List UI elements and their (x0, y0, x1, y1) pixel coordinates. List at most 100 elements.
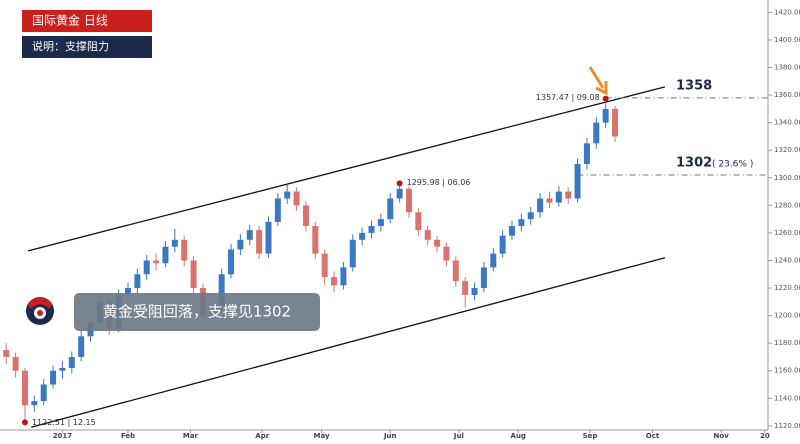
y-tick-label: 1420.00 (774, 8, 800, 16)
candle-body (490, 253, 497, 268)
level-label: 1302 (676, 156, 712, 171)
callout-box (74, 293, 320, 331)
trend-line (27, 86, 666, 252)
candle-body (509, 226, 515, 236)
candle-body (68, 356, 75, 368)
candle-body (274, 198, 281, 222)
candle-body (593, 122, 600, 144)
candle-body (265, 221, 272, 254)
candle-body (134, 274, 141, 289)
y-tick-label: 1200.00 (774, 312, 800, 320)
candle-body (443, 246, 450, 261)
candle-body (312, 226, 319, 254)
candle-body (349, 239, 356, 268)
candle-body (396, 188, 403, 199)
x-tick-label: 2017 (53, 432, 73, 440)
y-tick-label: 1140.00 (774, 394, 800, 402)
y-tick-label: 1320.00 (774, 146, 800, 154)
y-tick-label: 1120.00 (774, 422, 800, 430)
candle-body (499, 235, 506, 254)
x-tick-label: Apr (255, 432, 269, 440)
candle-body (237, 239, 244, 250)
candle-body (340, 267, 347, 286)
x-tick-label: Nov (714, 432, 730, 440)
point-marker (602, 95, 609, 102)
y-tick-label: 1360.00 (774, 91, 800, 99)
x-tick-label: 20 (760, 432, 770, 440)
candle-body (434, 239, 441, 247)
candle-body (565, 191, 572, 199)
candle-body (256, 230, 263, 254)
candle-body (59, 367, 66, 371)
logo (26, 297, 54, 325)
x-tick-label: Sep (583, 432, 598, 440)
x-tick-label: Mar (183, 432, 199, 440)
y-tick-label: 1260.00 (774, 229, 800, 237)
point-label: 1357.47 | 09.08 (536, 93, 600, 102)
candle-body (143, 260, 150, 275)
candle-body (228, 249, 235, 275)
candle-body (537, 198, 544, 213)
candle-body (602, 108, 609, 123)
candle-body (424, 230, 431, 240)
candle-body (284, 191, 291, 199)
candle-body (574, 164, 581, 199)
candle-body (387, 198, 394, 220)
y-tick-label: 1400.00 (774, 36, 800, 44)
point-label: 1295.98 | 06.06 (407, 178, 471, 187)
candle-body (21, 370, 28, 406)
candle-body (405, 188, 412, 213)
candle-body (153, 260, 160, 264)
x-tick-label: Aug (511, 432, 526, 440)
candle-body (3, 350, 10, 357)
candle-body (452, 260, 459, 282)
y-tick-label: 1380.00 (774, 64, 800, 72)
x-tick-label: Jul (453, 432, 464, 440)
point-marker (396, 180, 403, 187)
candle-body (171, 239, 178, 247)
point-label: 1122.51 | 12.15 (32, 418, 96, 427)
y-tick-label: 1220.00 (774, 284, 800, 292)
candle-body (12, 356, 19, 371)
candle-body (527, 212, 534, 220)
callout-text: 黄金受阻回落，支撑见1302 (103, 303, 291, 321)
candle-body (181, 239, 188, 261)
candle-body (471, 288, 478, 295)
candle-body (583, 143, 590, 165)
x-tick-label: Feb (121, 432, 135, 440)
candle-body (302, 205, 309, 227)
level-label: 1358 (676, 78, 712, 93)
candle-body (331, 277, 338, 286)
x-tick-label: May (314, 432, 330, 440)
candle-body (125, 288, 131, 295)
x-tick-label: Jun (383, 432, 397, 440)
x-tick-label: Oct (646, 432, 660, 440)
candle-body (78, 336, 85, 357)
trend-line (31, 257, 666, 428)
candle-body (293, 191, 300, 206)
chart-title: 国际黄金 日线 (32, 13, 108, 28)
candle-body (50, 370, 57, 385)
y-tick-label: 1160.00 (774, 367, 800, 375)
title-box (22, 10, 152, 32)
candle-body (546, 198, 553, 203)
y-tick-label: 1180.00 (774, 339, 800, 347)
candle-body (377, 219, 384, 227)
candle-body (321, 253, 328, 278)
chart-subtitle: 说明：支撑阻力 (32, 39, 109, 53)
y-tick-label: 1240.00 (774, 256, 800, 264)
candle-body (40, 384, 47, 402)
arrow (588, 66, 608, 96)
candle-body (480, 267, 487, 289)
candle-body (612, 108, 619, 137)
candle-body (368, 226, 375, 233)
candle-body (246, 230, 253, 240)
candle-body (190, 260, 197, 289)
candle-body (218, 274, 225, 309)
candle-body (518, 219, 525, 227)
y-tick-label: 1280.00 (774, 201, 800, 209)
y-tick-label: 1340.00 (774, 119, 800, 127)
y-tick-label: 1300.00 (774, 174, 800, 182)
candle-body (31, 401, 38, 406)
